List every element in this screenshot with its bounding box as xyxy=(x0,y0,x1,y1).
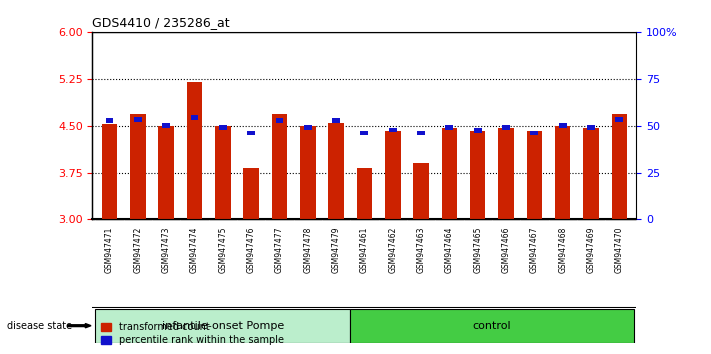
Bar xyxy=(360,131,368,135)
Bar xyxy=(413,163,429,219)
Bar xyxy=(442,127,457,219)
Text: GSM947476: GSM947476 xyxy=(247,227,255,273)
Bar xyxy=(159,126,174,219)
Bar xyxy=(555,126,570,219)
Bar xyxy=(186,82,202,219)
Bar xyxy=(446,125,454,130)
Text: GSM947473: GSM947473 xyxy=(161,227,171,273)
Text: GDS4410 / 235286_at: GDS4410 / 235286_at xyxy=(92,16,230,29)
Bar xyxy=(527,131,542,219)
Bar xyxy=(385,131,400,219)
Text: GSM947464: GSM947464 xyxy=(445,227,454,273)
Text: GSM947479: GSM947479 xyxy=(331,227,341,273)
Bar xyxy=(389,128,397,132)
Bar xyxy=(134,117,141,122)
Bar xyxy=(559,124,567,128)
Text: GSM947462: GSM947462 xyxy=(388,227,397,273)
Text: GSM947474: GSM947474 xyxy=(190,227,199,273)
Bar xyxy=(275,119,283,123)
Text: GSM947472: GSM947472 xyxy=(133,227,142,273)
Text: GSM947468: GSM947468 xyxy=(558,227,567,273)
Bar xyxy=(502,125,510,130)
Text: GSM947463: GSM947463 xyxy=(417,227,426,273)
Bar xyxy=(616,117,624,122)
Bar xyxy=(304,125,311,130)
Bar xyxy=(102,124,117,219)
Bar xyxy=(417,131,425,135)
Text: control: control xyxy=(473,321,511,331)
Bar xyxy=(498,127,514,219)
Bar xyxy=(351,309,634,343)
Bar xyxy=(272,114,287,219)
Text: GSM947477: GSM947477 xyxy=(275,227,284,273)
Text: GSM947467: GSM947467 xyxy=(530,227,539,273)
Bar xyxy=(470,131,486,219)
Text: GSM947471: GSM947471 xyxy=(105,227,114,273)
Bar xyxy=(328,122,344,219)
Bar xyxy=(583,127,599,219)
Legend: transformed count, percentile rank within the sample: transformed count, percentile rank withi… xyxy=(97,319,287,349)
Text: infantile-onset Pompe: infantile-onset Pompe xyxy=(161,321,284,331)
Bar xyxy=(587,125,595,130)
Bar xyxy=(162,124,170,128)
Text: GSM947478: GSM947478 xyxy=(303,227,312,273)
Bar xyxy=(332,119,340,123)
Bar xyxy=(191,115,198,120)
Text: GSM947461: GSM947461 xyxy=(360,227,369,273)
Bar xyxy=(95,309,351,343)
Text: GSM947466: GSM947466 xyxy=(501,227,510,273)
Bar xyxy=(130,114,146,219)
Text: disease state: disease state xyxy=(7,321,73,331)
Bar xyxy=(611,114,627,219)
Text: GSM947469: GSM947469 xyxy=(587,227,596,273)
Bar xyxy=(357,167,372,219)
Text: GSM947470: GSM947470 xyxy=(615,227,624,273)
Bar xyxy=(474,129,481,133)
Text: GSM947475: GSM947475 xyxy=(218,227,228,273)
Bar xyxy=(247,131,255,135)
Bar xyxy=(105,119,113,123)
Bar xyxy=(300,126,316,219)
Bar xyxy=(215,126,230,219)
Bar xyxy=(243,167,259,219)
Text: GSM947465: GSM947465 xyxy=(474,227,482,273)
Bar xyxy=(530,131,538,135)
Bar xyxy=(219,125,227,130)
